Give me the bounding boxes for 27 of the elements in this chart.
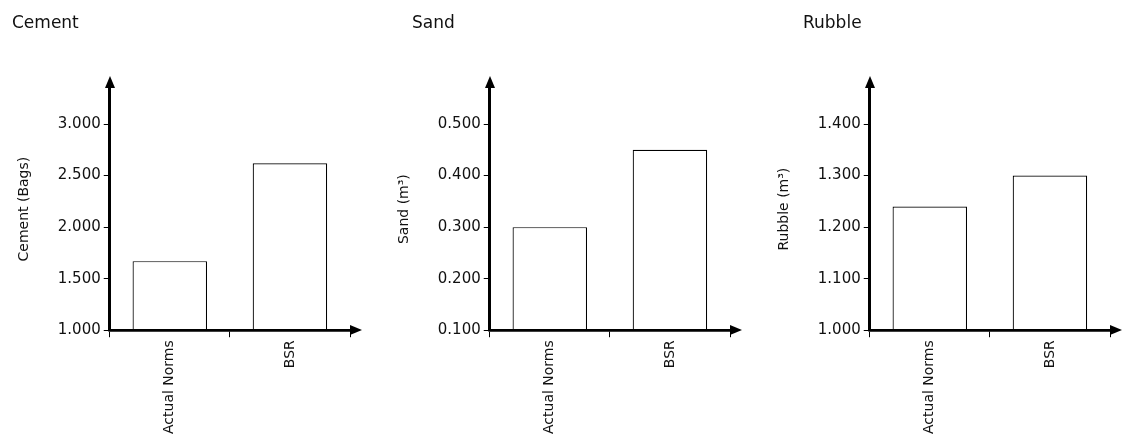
x-tick-label: Actual Norms	[920, 340, 937, 435]
y-tick-label: 0.200	[437, 268, 481, 287]
y-tick-label: 1.000	[57, 320, 101, 339]
y-tick-label: 1.500	[57, 268, 101, 287]
y-tick-label: 0.100	[437, 320, 481, 339]
y-axis-title: Rubble (m³)	[775, 167, 792, 251]
y-tick-label: 1.200	[817, 217, 861, 236]
x-tick-label: BSR	[1040, 339, 1057, 369]
x-tick-label: BSR	[280, 339, 297, 369]
y-axis-title: Sand (m³)	[395, 174, 412, 245]
chart-title: Sand	[412, 12, 455, 32]
y-tick-label: 0.400	[437, 165, 481, 184]
y-tick-label: 1.300	[817, 165, 861, 184]
y-tick-label: 1.000	[817, 320, 861, 339]
chart-title: Cement	[12, 12, 79, 32]
x-tick-label: Actual Norms	[160, 340, 177, 435]
y-tick-label: 2.500	[57, 165, 101, 184]
y-tick-label: 1.400	[817, 113, 861, 132]
y-tick-label: 0.300	[437, 217, 481, 236]
y-tick-label: 0.500	[437, 113, 481, 132]
y-axis-title: Cement (Bags)	[15, 156, 32, 262]
y-tick-label: 1.100	[817, 268, 861, 287]
chart-title: Rubble	[803, 12, 862, 32]
x-tick-label: Actual Norms	[540, 340, 557, 435]
x-tick-label: BSR	[660, 339, 677, 369]
y-tick-label: 3.000	[57, 113, 101, 132]
y-tick-label: 2.000	[57, 217, 101, 236]
